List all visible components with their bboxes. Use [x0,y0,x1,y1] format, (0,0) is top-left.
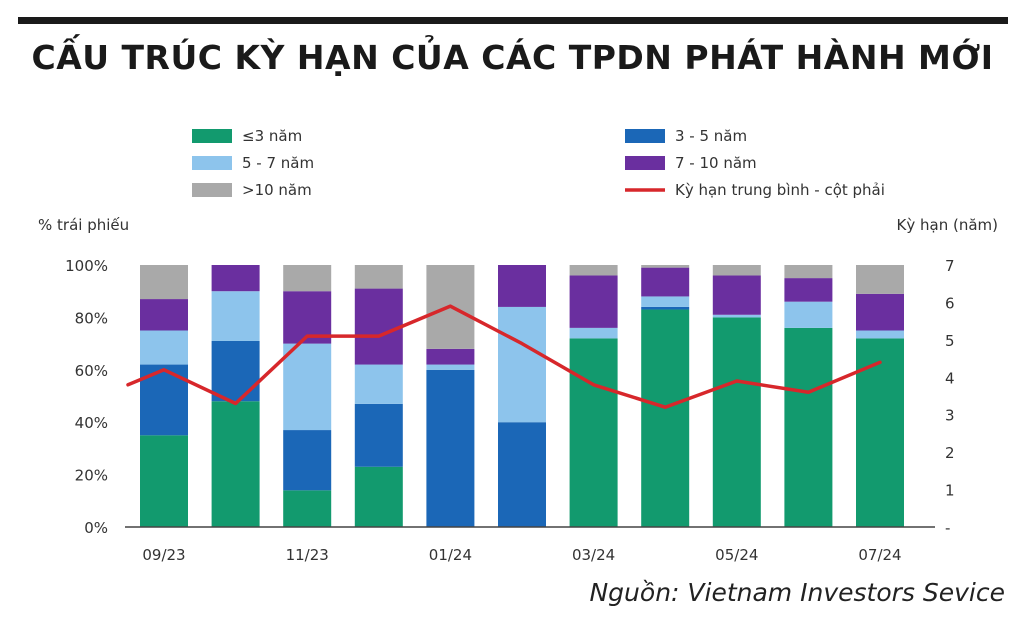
bar-segment [784,301,833,328]
bar-segment [712,317,761,527]
bar-segment [354,403,403,467]
bar-segment [283,343,332,431]
y2-tick-label: 7 [945,257,955,275]
legend-label: >10 năm [242,181,312,199]
bar-segment [426,369,475,527]
bar-segment [140,265,188,300]
bar-segment [784,265,833,279]
bar-segment [283,490,332,527]
bar-segment [354,364,403,404]
y2-tick-label: 6 [945,294,955,312]
legend-swatch [192,129,232,143]
y2-tick-label: 2 [945,444,955,462]
y-tick-label: 20% [75,467,108,485]
bar-segment [712,265,761,276]
chart-title: CẤU TRÚC KỲ HẠN CỦA CÁC TPDN PHÁT HÀNH M… [31,38,994,77]
bar-segment [569,327,618,339]
bar-segment [140,299,188,331]
bar-segment [784,278,833,302]
legend-swatch [192,156,232,170]
bar-segment [712,314,761,318]
bar-segment [641,265,690,268]
legend-swatch [192,183,232,197]
y-tick-label: 100% [65,257,108,275]
bar-segment [283,430,332,491]
x-tick-label: 03/24 [572,546,615,564]
bar-segment [211,265,260,292]
y-tick-label: 80% [75,309,108,327]
bar-segment [641,306,690,310]
bar-segment [211,291,260,341]
top-rule [18,17,1008,24]
y2-axis-label: Kỳ hạn (năm) [897,216,998,234]
bar-segment [498,306,546,423]
bar-segment [569,275,618,328]
bar-segment [641,309,690,527]
bar-segment [569,265,618,276]
legend-swatch [625,156,665,170]
bar-segment [354,466,403,527]
legend-label: Kỳ hạn trung bình - cột phải [675,181,885,199]
legend-swatch [625,129,665,143]
y2-tick-label: 3 [945,407,955,425]
y2-tick-label: 1 [945,482,955,500]
bar-segment [140,330,188,365]
legend-label: ≤3 năm [242,127,302,145]
legend-label: 5 - 7 năm [242,154,314,172]
average-maturity-line [126,304,882,409]
x-tick-label: 09/23 [142,546,185,564]
bar-segment [569,338,618,527]
bar-segment [641,267,690,297]
source-note: Nguồn: Vietnam Investors Sevice [589,578,1005,607]
x-tick-label: 01/24 [429,546,472,564]
legend-label: 7 - 10 năm [675,154,757,172]
bar-segment [354,265,403,289]
bar-segment [784,327,833,527]
bar-segment [712,275,761,315]
bar-segment [856,338,904,527]
y-axis-label: % trái phiếu [38,216,129,234]
bar-segment [856,293,904,331]
y-tick-label: 60% [75,362,108,380]
y-tick-label: 40% [75,414,108,432]
bar-segment [211,401,260,527]
y-tick-label: 0% [84,519,108,537]
bar-segment [354,288,403,365]
bar-segment [498,265,546,307]
bar-segment [211,340,260,402]
x-tick-label: 05/24 [715,546,758,564]
y2-tick-label: - [945,519,950,537]
bar-segment [856,330,904,339]
x-tick-label: 11/23 [286,546,329,564]
legend-label: 3 - 5 năm [675,127,747,145]
bar-segment [426,364,475,370]
bar-segment [856,265,904,294]
y2-tick-label: 4 [945,369,955,387]
bar-segment [283,265,332,292]
bar-segment [641,296,690,307]
x-tick-label: 07/24 [858,546,901,564]
bar-segment [498,422,546,527]
y2-tick-label: 5 [945,332,955,350]
bar-segment [426,348,475,365]
bar-segment [140,435,188,527]
